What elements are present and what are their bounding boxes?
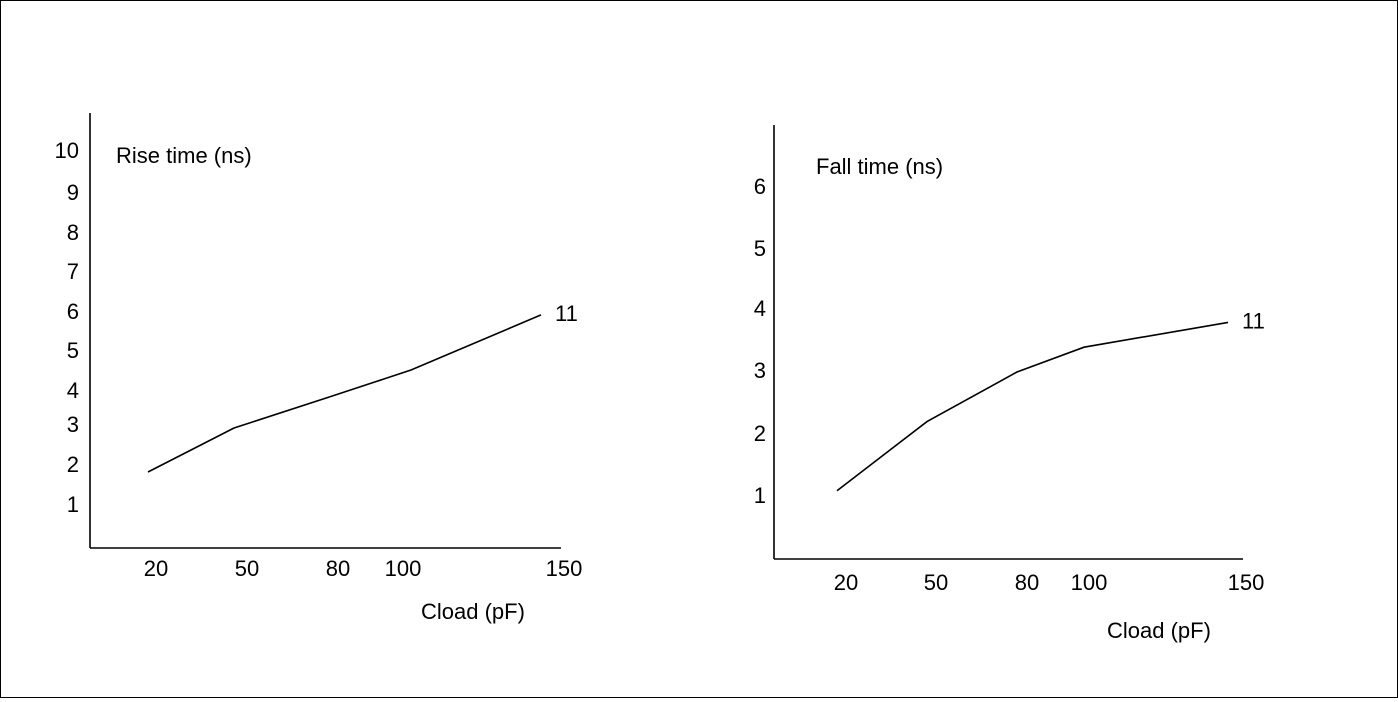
rise-y-tick: 3 (67, 412, 79, 437)
rise-y-tick: 8 (67, 220, 79, 245)
rise-x-tick: 80 (326, 556, 350, 581)
rise-x-tick: 150 (546, 556, 583, 581)
fall-end-label: 11 (1242, 308, 1265, 333)
rise-end-label: 11 (555, 301, 578, 326)
fall-y-label: Fall time (ns) (816, 154, 943, 179)
rise-y-tick: 5 (67, 338, 79, 363)
fall-x-tick: 150 (1228, 570, 1265, 595)
rise-y-tick: 7 (67, 259, 79, 284)
fall-y-ticks: 1 2 3 4 5 6 (754, 174, 766, 508)
rise-y-tick: 6 (67, 299, 79, 324)
fall-y-tick: 2 (754, 421, 766, 446)
rise-y-tick: 10 (55, 138, 79, 163)
fall-time-line (836, 321, 1229, 492)
fall-y-tick: 6 (754, 174, 766, 199)
fall-x-ticks: 20 50 80 100 150 (834, 570, 1265, 595)
rise-y-tick: 2 (67, 452, 79, 477)
rise-time-chart: Rise time (ns) Cload (pF) 1 2 3 4 5 6 7 … (55, 113, 583, 624)
rise-y-label: Rise time (ns) (116, 143, 252, 168)
rise-x-label: Cload (pF) (421, 599, 525, 624)
rise-y-tick: 4 (67, 378, 79, 403)
fall-time-chart: Fall time (ns) Cload (pF) 1 2 3 4 5 6 20… (754, 125, 1265, 643)
fall-y-tick: 3 (754, 358, 766, 383)
fall-y-tick: 5 (754, 236, 766, 261)
fall-x-tick: 20 (834, 570, 858, 595)
rise-x-tick: 20 (144, 556, 168, 581)
fall-x-tick: 100 (1071, 570, 1108, 595)
rise-x-ticks: 20 50 80 100 150 (144, 556, 583, 581)
fall-y-tick: 1 (754, 483, 766, 508)
fall-x-tick: 80 (1015, 570, 1039, 595)
rise-y-tick: 9 (67, 180, 79, 205)
fall-x-tick: 50 (924, 570, 948, 595)
fall-x-label: Cload (pF) (1107, 618, 1211, 643)
rise-y-ticks: 1 2 3 4 5 6 7 8 9 10 (55, 138, 79, 517)
rise-x-tick: 100 (385, 556, 422, 581)
rise-time-line (147, 314, 542, 473)
fall-y-tick: 4 (754, 296, 766, 321)
rise-x-tick: 50 (235, 556, 259, 581)
rise-y-tick: 1 (67, 492, 79, 517)
